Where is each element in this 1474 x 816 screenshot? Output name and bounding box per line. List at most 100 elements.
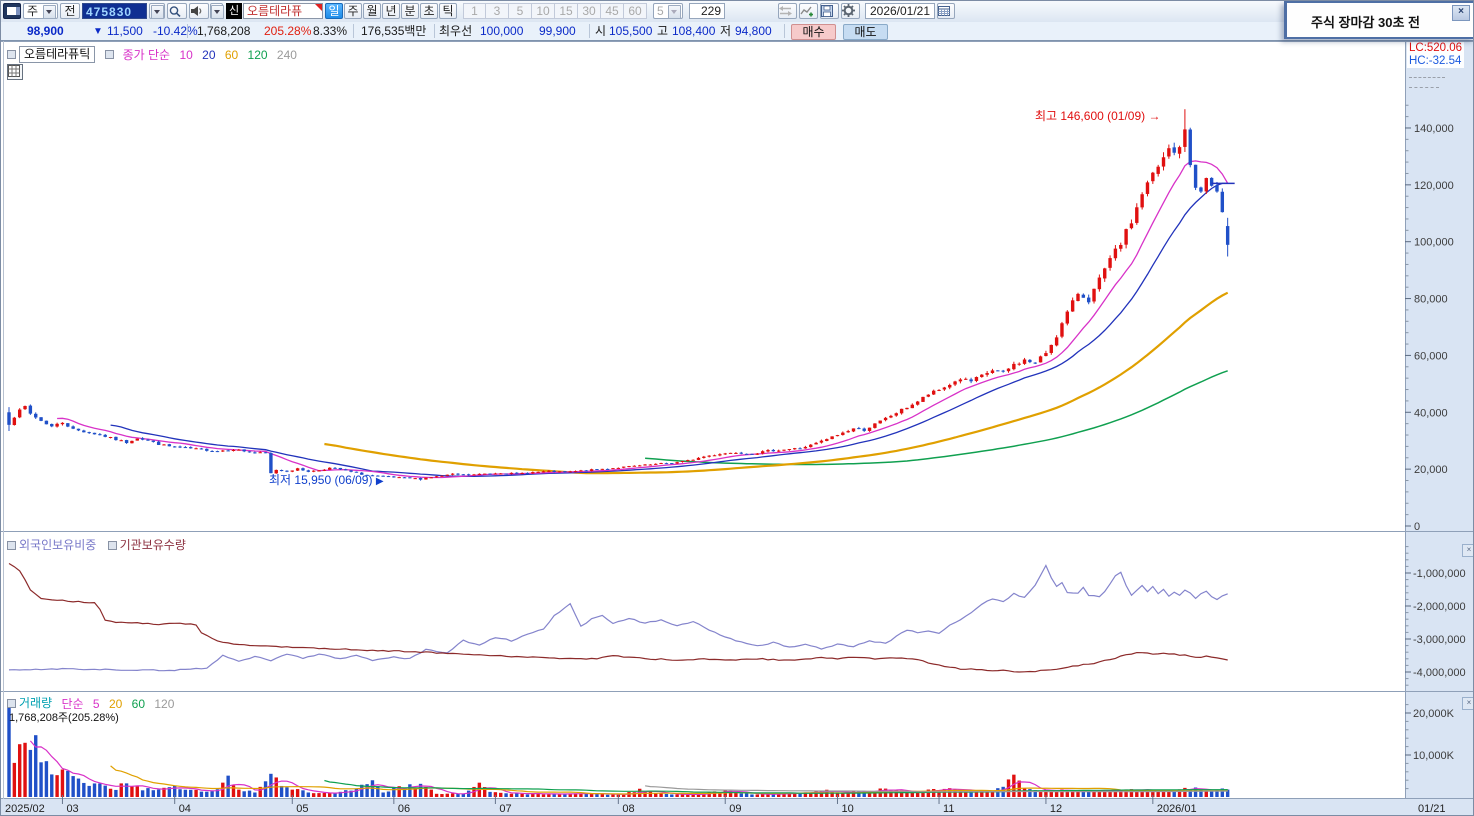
- axis-label: 40,000: [1414, 407, 1448, 419]
- custom-minute-combo[interactable]: 5: [653, 3, 683, 19]
- save-button[interactable]: [820, 3, 839, 19]
- search-icon: [169, 6, 181, 17]
- axis-label: 05: [296, 803, 308, 815]
- divider: [589, 24, 590, 38]
- minute-button-15[interactable]: 15: [555, 3, 578, 19]
- axis-label: 07: [499, 803, 511, 815]
- vol-ma20-legend: 20: [108, 696, 123, 711]
- axis-label: 20,000K: [1413, 708, 1455, 720]
- ma-legend-label: 종가 단순: [122, 48, 171, 62]
- price-change-pct: -10.42%: [153, 24, 198, 38]
- holdings-panel-header: 외국인보유비중 기관보유수량: [7, 536, 186, 553]
- sound-button[interactable]: [189, 3, 209, 19]
- open-price: 105,500: [609, 24, 653, 38]
- ma20-line: [110, 182, 1228, 477]
- bar-count-input[interactable]: 229: [689, 3, 725, 19]
- chevron-down-icon: [211, 5, 224, 19]
- popup-message: 주식 장마감 30초 전: [1311, 15, 1421, 30]
- minute-button-30[interactable]: 30: [578, 3, 601, 19]
- tab-daily[interactable]: 일: [325, 3, 343, 19]
- edit-chart-button[interactable]: [799, 3, 818, 19]
- vol-ma120-legend: 120: [154, 696, 175, 711]
- axis-label: 60,000: [1414, 350, 1448, 362]
- search-button[interactable]: [167, 3, 187, 19]
- volume-value: 1,768,208: [197, 24, 251, 38]
- speaker-icon: [191, 6, 202, 16]
- code-dropdown-button[interactable]: [149, 3, 165, 19]
- prev-stock-button[interactable]: 전: [60, 3, 80, 19]
- divider: [434, 24, 435, 38]
- low-label: 저: [720, 24, 732, 38]
- best-ask: 100,000: [480, 24, 524, 38]
- divider: [784, 24, 785, 38]
- grid-tool-button[interactable]: [7, 64, 23, 80]
- volume-panel-plot: [7, 704, 1230, 797]
- ma120-line: [645, 370, 1228, 466]
- calendar-button[interactable]: [937, 3, 955, 19]
- market-type-combo[interactable]: 주: [23, 3, 58, 19]
- axis-label: 80,000: [1414, 294, 1448, 306]
- ma60-line: [324, 291, 1229, 475]
- save-disk-icon: [821, 5, 833, 17]
- axis-label: 0: [1414, 521, 1420, 533]
- volume-ma20-line: [110, 765, 1228, 795]
- legend-toggle-icon[interactable]: [7, 699, 16, 709]
- tab-second[interactable]: 초: [420, 3, 438, 19]
- sound-dropdown-button[interactable]: [210, 3, 224, 19]
- down-arrow-icon: ▼: [93, 26, 103, 37]
- market-close-popup: 주식 장마감 30초 전 ×: [1284, 1, 1473, 39]
- tab-yearly[interactable]: 년: [382, 3, 400, 19]
- axis-label: 100,000: [1414, 237, 1454, 249]
- ma20-legend: 20: [202, 47, 216, 62]
- axis-label: 2026/01: [1157, 803, 1197, 815]
- tab-minute[interactable]: 분: [401, 3, 419, 19]
- tab-tick[interactable]: 틱: [439, 3, 457, 19]
- chart-edit-icon: [800, 6, 813, 17]
- tab-weekly[interactable]: 주: [344, 3, 362, 19]
- date-field[interactable]: 2026/01/21: [865, 3, 935, 19]
- vol-ma5-legend: 5: [92, 696, 100, 711]
- close-icon[interactable]: ×: [1452, 5, 1470, 21]
- stock-code-input[interactable]: 475830: [82, 3, 147, 19]
- chevron-down-icon[interactable]: [43, 5, 56, 19]
- price-change: 11,500: [107, 24, 143, 38]
- high-annotation-text: 최고 146,600 (01/09): [1035, 109, 1146, 123]
- minute-button-10[interactable]: 10: [532, 3, 555, 19]
- price-axis-area[interactable]: [1405, 41, 1474, 799]
- minute-button-60[interactable]: 60: [624, 3, 647, 19]
- panel-close-icon[interactable]: ×: [1462, 544, 1473, 557]
- axis-label: 120,000: [1414, 180, 1454, 192]
- legend-toggle-icon[interactable]: [104, 50, 114, 59]
- swap-arrows-icon: [779, 6, 792, 16]
- chevron-down-icon: [151, 5, 164, 19]
- minute-button-45[interactable]: 45: [601, 3, 624, 19]
- high-label: 고: [657, 24, 669, 38]
- panel-close-icon[interactable]: ×: [1462, 697, 1473, 710]
- volume-axis: 20,000K 10,000K: [1405, 704, 1455, 790]
- stock-name-field[interactable]: 오름테라퓨: [243, 3, 323, 19]
- legend-toggle-icon[interactable]: [107, 541, 117, 551]
- legend-toggle-icon[interactable]: [7, 50, 16, 59]
- axis-label: 06: [398, 803, 410, 815]
- buy-button[interactable]: 매수: [791, 24, 836, 40]
- x-axis[interactable]: 2025/02 03 04 05 06 07 08 09 10 11 12 2026/01 01/21: [1, 795, 1474, 816]
- max-price-dash-marker: [1409, 87, 1439, 88]
- low-price: 94,800: [735, 24, 772, 38]
- legend-toggle-icon[interactable]: [7, 541, 16, 551]
- settings-button[interactable]: [841, 3, 860, 19]
- sell-button[interactable]: 매도: [843, 24, 888, 40]
- axis-label: 04: [179, 803, 191, 815]
- tab-monthly[interactable]: 월: [363, 3, 381, 19]
- axis-label: 10,000K: [1413, 750, 1455, 762]
- turnover-pct: 8.33%: [313, 24, 348, 38]
- panel-toggle-icon[interactable]: [3, 3, 21, 19]
- minute-button-5[interactable]: 5: [509, 3, 532, 19]
- compare-scroll-button[interactable]: [778, 3, 797, 19]
- minute-button-3[interactable]: 3: [486, 3, 509, 19]
- volume-title: 거래량: [19, 696, 53, 710]
- price-panel-title[interactable]: 오름테라퓨틱: [19, 46, 96, 63]
- minute-button-1[interactable]: 1: [463, 3, 486, 19]
- max-price-dash-marker: [1409, 77, 1445, 78]
